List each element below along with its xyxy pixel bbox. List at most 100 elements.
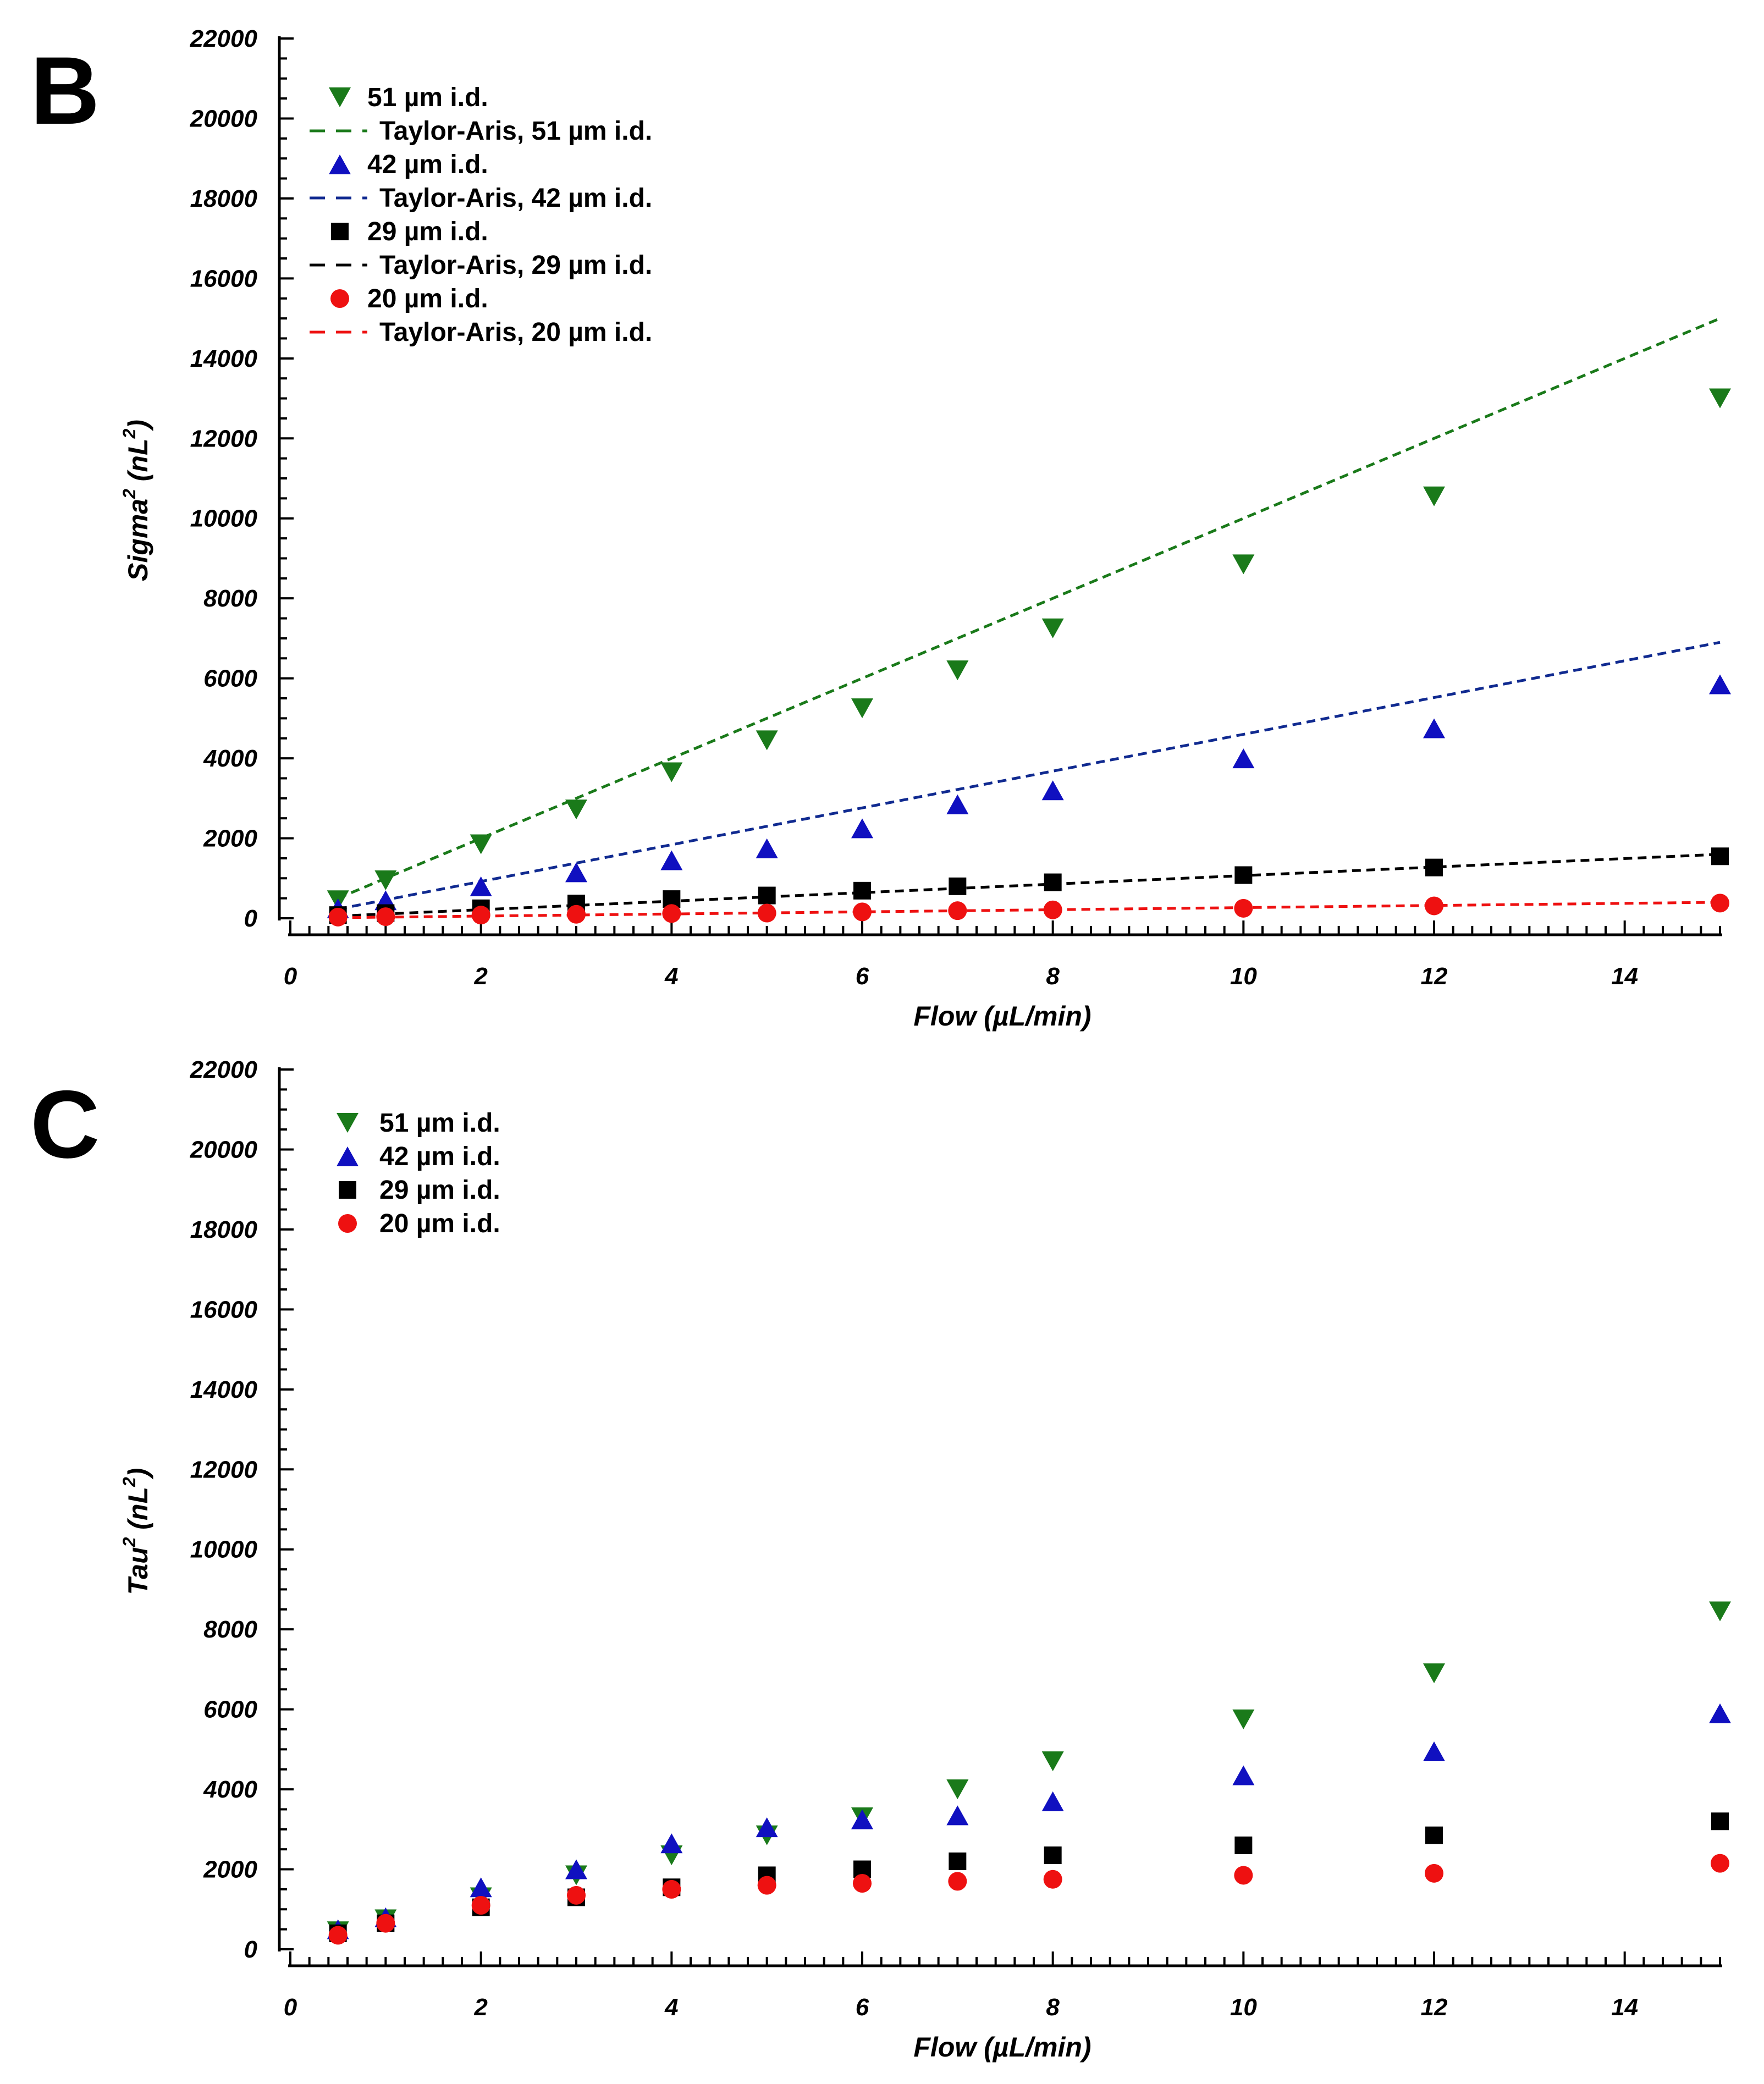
data-point xyxy=(376,1914,395,1933)
data-point xyxy=(662,904,681,923)
x-tick-label: 10 xyxy=(1230,1994,1257,2021)
data-point xyxy=(662,1879,681,1899)
panel-c-chart: C 0 2000 4000 6000 8000 10000 12000 14000 16000 18… xyxy=(30,1056,1731,2063)
y-tick-label: 20000 xyxy=(190,1136,258,1163)
y-axis-label: Tau2 (nL2) xyxy=(119,1468,153,1595)
data-point xyxy=(1041,1751,1064,1772)
data-point xyxy=(853,902,872,922)
legend-label: 42 µm i.d. xyxy=(367,150,488,179)
x-tick-label: 6 xyxy=(856,963,869,990)
legend-marker xyxy=(329,155,351,174)
data-point xyxy=(1423,486,1445,506)
x-tick-label: 8 xyxy=(1046,963,1060,990)
data-point xyxy=(946,1779,969,1800)
x-tick-label: 10 xyxy=(1230,963,1257,990)
data-point xyxy=(565,862,587,883)
y-axis-label: Sigma2 (nL2) xyxy=(119,420,153,581)
legend-marker xyxy=(337,1146,359,1166)
data-point xyxy=(471,906,490,925)
data-point xyxy=(660,762,683,782)
data-point xyxy=(567,905,586,924)
x-tick-label: 8 xyxy=(1046,1994,1060,2021)
panel-letter: C xyxy=(30,1071,100,1178)
x-tick-label: 14 xyxy=(1611,963,1638,990)
data-point xyxy=(1709,1601,1731,1622)
data-point xyxy=(1232,1709,1255,1729)
y-tick-label: 18000 xyxy=(190,185,258,212)
legend-label: 42 µm i.d. xyxy=(379,1142,500,1171)
data-point xyxy=(1232,748,1255,769)
data-point xyxy=(851,818,873,839)
data-point xyxy=(1711,847,1729,865)
data-point xyxy=(567,1885,586,1905)
x-tick-label: 2 xyxy=(473,963,488,990)
x-tick-label: 0 xyxy=(284,963,297,990)
data-point xyxy=(1234,898,1253,918)
data-point xyxy=(757,903,776,923)
data-point xyxy=(758,886,776,905)
data-point xyxy=(1425,896,1443,916)
data-point xyxy=(1232,1765,1255,1785)
data-point xyxy=(851,698,873,719)
y-tick-label: 22000 xyxy=(190,25,258,52)
y-tick-label: 6000 xyxy=(203,1696,257,1723)
legend-marker xyxy=(329,87,351,107)
data-point xyxy=(1041,618,1064,638)
data-point xyxy=(948,1872,967,1891)
data-point xyxy=(1423,1741,1445,1761)
data-point xyxy=(565,800,587,820)
legend-label: Taylor-Aris, 51 µm i.d. xyxy=(379,117,652,146)
data-point xyxy=(1041,1791,1064,1811)
x-tick-label: 0 xyxy=(284,1994,297,2021)
y-tick-label: 12000 xyxy=(190,1456,258,1483)
legend-label: Taylor-Aris, 20 µm i.d. xyxy=(379,318,652,347)
data-point xyxy=(756,1817,778,1838)
data-point xyxy=(1043,900,1062,919)
y-tick-label: 2000 xyxy=(203,1856,257,1883)
x-tick-label: 12 xyxy=(1421,1994,1448,2021)
data-point xyxy=(1425,858,1443,876)
data-point xyxy=(1234,1866,1253,1885)
data-point xyxy=(470,876,492,896)
data-point xyxy=(949,1853,967,1870)
data-point xyxy=(470,834,492,854)
data-point xyxy=(1425,1826,1443,1844)
x-tick-label: 14 xyxy=(1611,1994,1638,2021)
data-point xyxy=(660,1833,683,1854)
y-tick-label: 2000 xyxy=(203,825,257,852)
data-point xyxy=(1232,554,1255,575)
data-point xyxy=(949,877,967,895)
y-tick-label: 10000 xyxy=(190,505,258,532)
legend-label: Taylor-Aris, 42 µm i.d. xyxy=(379,184,652,213)
legend-marker xyxy=(331,223,349,240)
data-point xyxy=(1041,780,1064,801)
legend-label: 20 µm i.d. xyxy=(379,1209,500,1238)
data-point xyxy=(328,1926,348,1945)
y-tick-label: 8000 xyxy=(203,585,257,612)
data-point xyxy=(1709,1703,1731,1723)
y-tick-label: 22000 xyxy=(190,1056,258,1083)
data-point xyxy=(946,660,969,681)
x-axis-label: Flow (µL/min) xyxy=(913,1001,1091,1032)
y-tick-label: 16000 xyxy=(190,265,258,292)
data-point xyxy=(328,907,348,927)
data-point xyxy=(1423,1663,1445,1684)
y-tick-label: 16000 xyxy=(190,1296,258,1323)
legend-label: Taylor-Aris, 29 µm i.d. xyxy=(379,251,652,280)
y-tick-label: 14000 xyxy=(190,345,258,372)
panel-letter: B xyxy=(30,37,100,145)
fit-line xyxy=(338,641,1721,911)
y-tick-label: 14000 xyxy=(190,1376,258,1403)
x-tick-label: 4 xyxy=(664,963,678,990)
data-point xyxy=(946,794,969,814)
data-point xyxy=(376,907,395,927)
y-tick-label: 10000 xyxy=(190,1536,258,1563)
data-point xyxy=(853,881,871,900)
x-tick-label: 12 xyxy=(1421,963,1448,990)
data-point xyxy=(1234,1836,1253,1854)
x-tick-label: 2 xyxy=(473,1994,488,2021)
data-point xyxy=(757,1876,776,1895)
data-point xyxy=(1043,1870,1062,1889)
data-point xyxy=(1425,1864,1443,1883)
